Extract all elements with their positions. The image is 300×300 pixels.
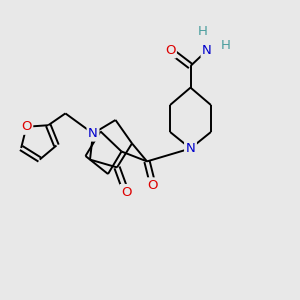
Text: N: N bbox=[88, 127, 98, 140]
Text: O: O bbox=[21, 120, 32, 133]
Text: N: N bbox=[202, 44, 212, 57]
Text: O: O bbox=[165, 44, 175, 57]
Text: H: H bbox=[221, 39, 230, 52]
Text: O: O bbox=[121, 185, 131, 199]
Text: H: H bbox=[198, 25, 207, 38]
Text: N: N bbox=[186, 142, 195, 155]
Text: O: O bbox=[148, 179, 158, 192]
